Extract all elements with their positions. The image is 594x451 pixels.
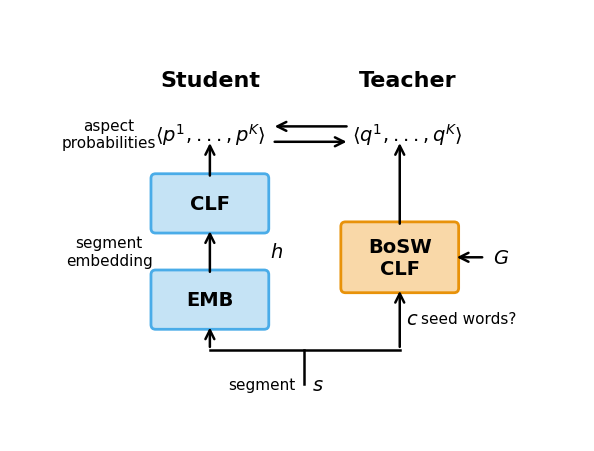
- Text: seed words?: seed words?: [422, 312, 517, 327]
- Text: $c$: $c$: [406, 310, 418, 329]
- Text: segment
embedding: segment embedding: [66, 236, 153, 268]
- FancyBboxPatch shape: [151, 175, 268, 234]
- Text: aspect
probabilities: aspect probabilities: [62, 119, 156, 151]
- Text: BoSW
CLF: BoSW CLF: [368, 237, 432, 278]
- Text: EMB: EMB: [186, 290, 233, 309]
- Text: Teacher: Teacher: [359, 71, 456, 91]
- Text: CLF: CLF: [190, 194, 230, 213]
- Text: $\langle q^1,...,q^K\rangle$: $\langle q^1,...,q^K\rangle$: [352, 122, 463, 148]
- FancyBboxPatch shape: [151, 271, 268, 330]
- Text: $G$: $G$: [493, 248, 509, 267]
- Text: segment: segment: [228, 377, 295, 392]
- Text: $h$: $h$: [270, 243, 283, 262]
- Text: $s$: $s$: [312, 375, 324, 394]
- FancyBboxPatch shape: [341, 222, 459, 293]
- Text: $\langle p^1,...,p^K\rangle$: $\langle p^1,...,p^K\rangle$: [154, 122, 266, 148]
- Text: Student: Student: [160, 71, 260, 91]
